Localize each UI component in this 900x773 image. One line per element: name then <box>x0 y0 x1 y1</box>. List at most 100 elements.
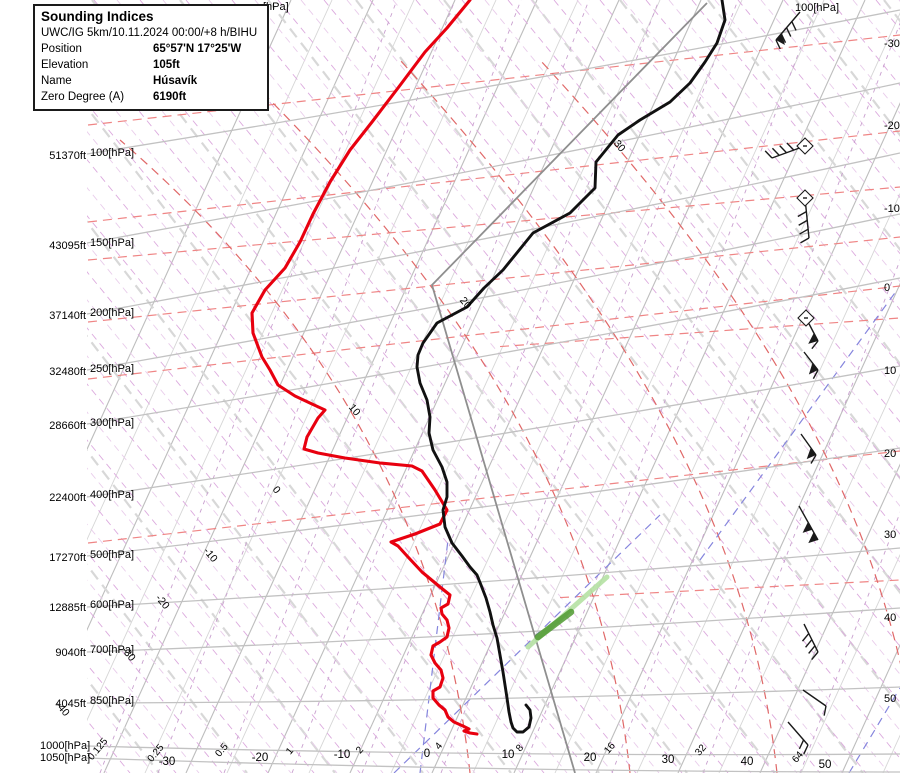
altitude-tick-label: 12885ft <box>49 602 86 614</box>
isobar-line <box>87 213 900 371</box>
info-row-zero-degree: Zero Degree (A) 6190ft <box>41 89 261 105</box>
barb-staff <box>775 11 801 41</box>
info-row-position: Position 65°57'N 17°25'W <box>41 41 261 57</box>
right-temp-tick-label: 0 <box>884 282 890 294</box>
info-value: Húsavík <box>153 75 198 87</box>
bottom-temp-tick-label: -30 <box>159 756 176 768</box>
right-temp-tick-label: 20 <box>884 448 896 460</box>
altitude-tick-label: 9040ft <box>55 647 86 659</box>
magenta-adiabat-line <box>369 0 900 647</box>
magenta-adiabat-line <box>737 0 900 199</box>
magenta-adiabat-line <box>323 0 900 703</box>
info-value: 6190ft <box>153 91 187 103</box>
altitude-tick-label: 28660ft <box>49 420 86 432</box>
magenta-adiabat-line <box>461 0 900 535</box>
isotherm-line <box>349 0 702 773</box>
barb-staff <box>787 721 809 746</box>
info-value: 65°57'N 17°25'W <box>153 43 242 55</box>
magenta-adiabat-line <box>87 299 476 773</box>
adiabat-label: 20 <box>457 295 474 312</box>
magenta-adiabat-line <box>87 74 660 773</box>
magenta-adiabat-line <box>852 0 900 59</box>
mixing-ratio-line <box>99 0 398 773</box>
magenta-adiabat-line <box>87 243 522 773</box>
dry-adiabat-line <box>87 563 248 773</box>
barb-tick <box>811 651 819 661</box>
altitude-tick-label: 32480ft <box>49 366 86 378</box>
barb-pennant <box>808 362 818 375</box>
mixing-ratio-line <box>157 0 456 773</box>
magenta-adiabat-line <box>87 46 683 773</box>
dry-adiabat-line <box>91 0 688 773</box>
mixing-ratio-line <box>361 0 660 773</box>
wind-barb-column <box>764 11 827 755</box>
pressure-tick-label: 850[hPa] <box>90 695 134 707</box>
blue-dashed-line <box>419 539 449 773</box>
altitude-tick-label: 17270ft <box>49 552 86 564</box>
magenta-adiabat-line <box>530 0 900 451</box>
red-dashed-level-line <box>87 186 900 261</box>
altitude-tick-label: 43095ft <box>49 240 86 252</box>
bottom-temp-tick-label: 20 <box>584 752 597 764</box>
barb-tick <box>798 739 805 750</box>
adiabat-label: -20 <box>153 592 172 611</box>
isotherm-line <box>267 0 620 773</box>
mixing-ratio-line <box>440 0 739 773</box>
barb-staff <box>802 689 827 707</box>
barb-staff <box>803 351 819 371</box>
wind-barb <box>800 433 817 464</box>
isobar-line <box>87 686 900 704</box>
isobar-line <box>87 607 900 653</box>
magenta-adiabat-line <box>231 0 867 773</box>
wind-barb <box>764 137 814 159</box>
isobar-line <box>87 757 900 773</box>
magenta-adiabat-line <box>87 495 315 773</box>
barb-tick <box>771 147 780 156</box>
mixing-ratio-label: 1 <box>284 745 296 757</box>
right-temp-tick-label: 40 <box>884 612 896 624</box>
magenta-adiabat-line <box>87 439 361 773</box>
dry-adiabat-line <box>87 449 336 773</box>
info-label: Zero Degree (A) <box>41 91 125 103</box>
dry-adiabat-line <box>531 0 900 480</box>
right-temp-tick-label: 30 <box>884 529 896 541</box>
isotherm-line <box>87 0 333 541</box>
info-label: Name <box>41 75 72 87</box>
dewpoint-curve <box>250 0 479 736</box>
barb-tick <box>801 633 810 642</box>
magenta-adiabat-line <box>277 0 900 760</box>
magenta-adiabat-line <box>87 607 223 773</box>
altitude-tick-label: 51370ft <box>49 150 86 162</box>
bottom-temp-tick-label: -10 <box>334 749 351 761</box>
bottom-temp-tick-label: 50 <box>819 759 832 771</box>
mixing-ratio-line <box>611 22 900 773</box>
magenta-adiabat-line <box>162 0 798 773</box>
barb-pennant <box>776 33 785 45</box>
magenta-adiabat-line <box>346 0 900 675</box>
red-dashed-curve <box>119 139 471 773</box>
pressure-tick-label: 1050[hPa] <box>40 752 90 764</box>
info-value: 105ft <box>153 59 180 71</box>
isotherm-line <box>677 282 900 773</box>
wind-barb <box>787 721 809 755</box>
pressure-tick-label: 250[hPa] <box>90 363 134 375</box>
barb-tick <box>785 27 792 37</box>
wind-barb <box>798 505 819 544</box>
magenta-adiabat-line <box>622 0 900 339</box>
right-temp-tick-label: -10 <box>884 203 900 215</box>
wind-barb <box>803 351 819 380</box>
barb-tick <box>803 744 809 755</box>
right-temp-tick-label: -20 <box>884 120 900 132</box>
magenta-adiabat-line <box>87 355 430 773</box>
pressure-tick-label: 400[hPa] <box>90 489 134 501</box>
barb-tick <box>805 639 813 648</box>
red-dashed-level-line <box>87 285 900 380</box>
magenta-adiabat-line <box>87 187 568 773</box>
blue-dashed-line <box>848 687 900 773</box>
barb-tick <box>810 454 817 464</box>
barb-pennant <box>802 521 813 533</box>
barb-pennant <box>806 447 816 460</box>
red-dashed-level-line <box>87 130 900 223</box>
